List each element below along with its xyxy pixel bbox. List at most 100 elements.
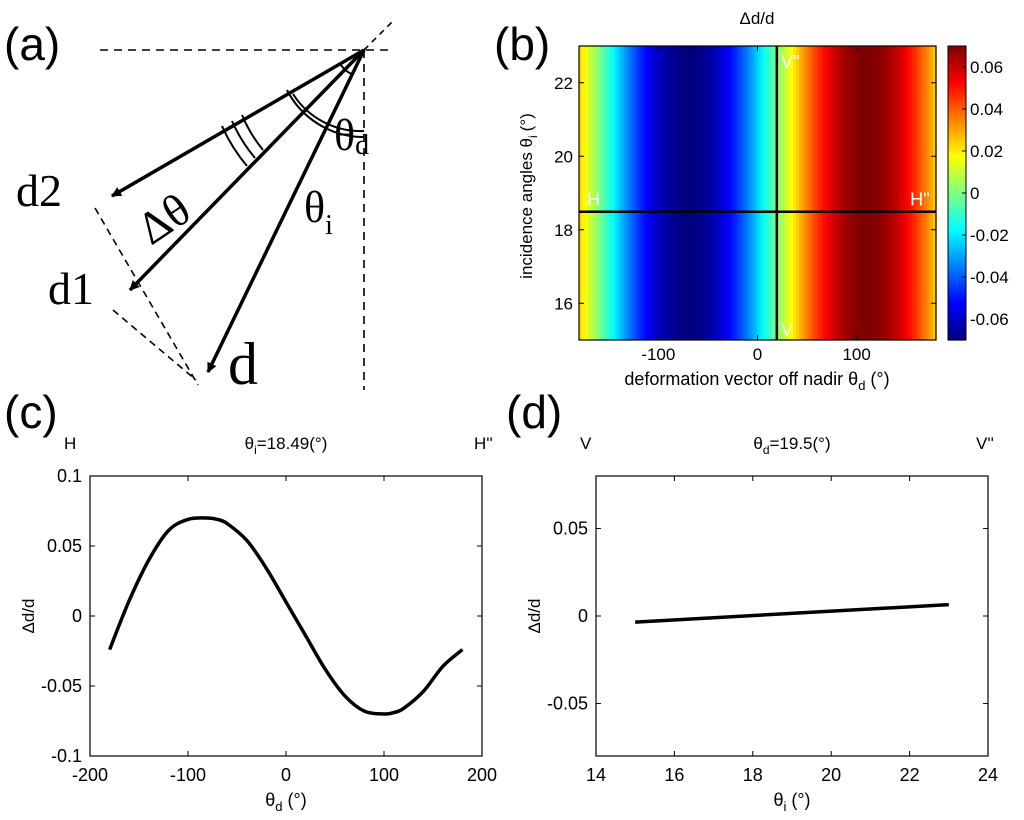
heatmap-cell: [581, 46, 586, 340]
heatmap-cell: [882, 46, 887, 340]
heatmap-cell: [837, 46, 842, 340]
colorbar-cell: [948, 222, 966, 226]
label-d: d: [228, 331, 258, 397]
colorbar-cell: [948, 284, 966, 288]
chart-d-title-symbol: θ: [753, 434, 762, 453]
colorbar-cell: [948, 63, 966, 68]
heatmap-cell: [599, 46, 604, 340]
colorbar-cell: [948, 93, 966, 97]
colorbar-cell: [948, 72, 966, 76]
chart-d-x-tick-label: 22: [900, 765, 920, 785]
chart-c-x-axis-label-unit: (°): [288, 790, 307, 810]
heatmap-cell: [698, 46, 702, 340]
colorbar-cell: [948, 242, 966, 247]
heatmap-cell: [834, 46, 839, 340]
chart-d-ticks: 14 16 18 20 22 24 -0.05 0 0.05: [547, 476, 998, 785]
heatmap-cell: [843, 46, 848, 340]
colorbar-cell: [948, 278, 966, 282]
heatmap-cell: [587, 46, 592, 340]
colorbar-cell: [948, 178, 966, 182]
colorbar-cell: [948, 193, 966, 197]
heatmap-cell: [849, 46, 854, 340]
panel-label-b: (b): [494, 18, 550, 70]
heatmap-cell: [912, 46, 916, 340]
theta-i-arc-outer: [286, 89, 365, 139]
colorbar-cell: [948, 237, 966, 241]
chart-d-corner-left: V: [580, 434, 592, 453]
heatmap-cell: [584, 46, 589, 340]
colorbar-cell: [948, 157, 966, 162]
heatmap-cell: [867, 46, 872, 340]
colorbar-cell: [948, 143, 966, 147]
colorbar-tick-label: 0.02: [970, 142, 1003, 161]
heatmap-cell: [840, 46, 845, 340]
colorbar-cell: [948, 234, 966, 238]
colorbar-cell: [948, 66, 966, 71]
colorbar-cell: [948, 131, 966, 135]
delta-theta-arc-3: [241, 114, 264, 151]
colorbar-cell: [948, 110, 966, 115]
chart-d-y-axis-label: Δd/d: [525, 599, 544, 634]
colorbar-cell: [948, 166, 966, 171]
colorbar-cell: [948, 122, 966, 126]
heatmap-cell: [736, 46, 741, 340]
delta-theta-arc-2: [231, 120, 256, 159]
heatmap-y-axis-label-subscript: i: [526, 135, 540, 138]
cross-section-label-v: V: [781, 320, 793, 340]
heatmap-cell: [724, 46, 729, 340]
chart-c-series-line: [107, 516, 464, 716]
chart-d-x-tick-label: 14: [586, 765, 606, 785]
heatmap-cell: [715, 46, 720, 340]
heatmap-cell: [605, 46, 610, 340]
colorbar-cell: [948, 75, 966, 79]
vector-d-arrow: [206, 49, 366, 373]
colorbar-cell: [948, 287, 966, 291]
theta-i-arc-inner: [292, 93, 365, 133]
heatmap-cell: [653, 46, 657, 340]
line-chart-c: -200 -100 0 100 200 -0.1 -0.05 0 0.05 0.1 H H'' θ…: [19, 434, 497, 814]
heatmap-cell: [906, 46, 910, 340]
heatmap-cell: [647, 46, 651, 340]
chart-c-y-tick-label: -0.1: [51, 746, 82, 766]
heatmap-cell: [659, 46, 663, 340]
heatmap-cell: [748, 46, 753, 340]
heatmap-cell: [692, 46, 696, 340]
heatmap-cell: [689, 46, 693, 340]
colorbar-cell: [948, 190, 966, 194]
heatmap-cell: [903, 46, 907, 340]
label-d1: d1: [48, 263, 94, 314]
colorbar-cell: [948, 301, 966, 306]
heatmap-cell: [799, 46, 803, 340]
heatmap-cell: [593, 46, 598, 340]
colorbar-cell: [948, 337, 966, 341]
heatmap-cell: [721, 46, 726, 340]
colorbar-cell: [948, 272, 966, 276]
colorbar-cell: [948, 116, 966, 121]
heatmap-cell: [650, 46, 654, 340]
heatmap-cell: [641, 46, 646, 340]
chart-d-y-tick-label: 0: [578, 606, 588, 626]
heatmap-title: Δd/d: [740, 9, 775, 28]
heatmap-cell: [677, 46, 681, 340]
colorbar-cell: [948, 225, 966, 229]
heatmap-y-axis-label: incidence angles θi (°): [517, 113, 540, 279]
chart-d-corner-right: V'': [976, 434, 994, 453]
heatmap-cell: [828, 46, 833, 340]
chart-c-frame: [89, 475, 483, 757]
heatmap-cell: [757, 46, 762, 340]
heatmap-cell: [596, 46, 601, 340]
heatmap-x-tick-label: 100: [842, 345, 870, 364]
colorbar-cell: [948, 78, 966, 82]
heatmap-cell: [802, 46, 806, 340]
heatmap-cell: [805, 46, 809, 340]
colorbar-cell: [948, 140, 966, 144]
heatmap-cell: [831, 46, 836, 340]
colorbar-cell: [948, 148, 966, 153]
colorbar-cell: [948, 98, 966, 103]
colorbar-cell: [948, 248, 966, 253]
chart-d-y-tick-label: 0.05: [553, 519, 588, 539]
heatmap-cell: [712, 46, 717, 340]
colorbar-cell: [948, 172, 966, 176]
heatmap-cell: [927, 46, 931, 340]
